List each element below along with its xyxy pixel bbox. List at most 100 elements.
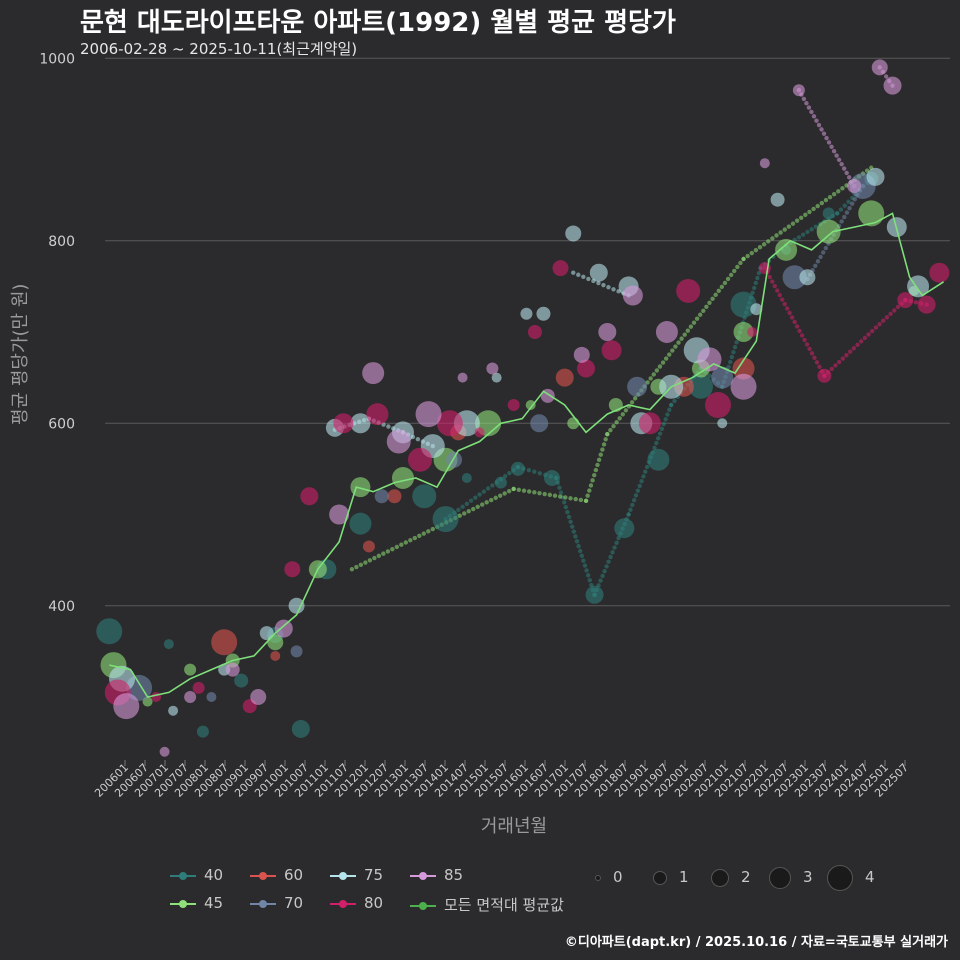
legend-item: 70 (250, 894, 303, 912)
trend-dot (635, 488, 641, 493)
trend-dot (573, 534, 578, 539)
point-40 (234, 673, 249, 688)
trend-dot (841, 166, 847, 171)
trend-dot (632, 396, 638, 401)
y-axis-label: 평균 평당가(만 원) (10, 283, 31, 425)
trend-dot (682, 332, 687, 337)
point-85 (113, 693, 140, 720)
point-40 (291, 719, 310, 738)
trend-dot (731, 349, 736, 355)
trend-dot (608, 554, 613, 560)
trend-dot (809, 351, 815, 356)
trend-dot (611, 287, 616, 292)
trend-dot (732, 345, 738, 350)
point-80 (638, 412, 661, 435)
trend-dot (511, 486, 516, 492)
trend-dot (665, 412, 670, 417)
trend-dot (637, 483, 642, 489)
trend-dot (568, 496, 573, 501)
point-75 (717, 418, 728, 429)
legend-label: 80 (364, 894, 384, 912)
point-85 (250, 689, 267, 705)
trend-dot (426, 529, 431, 534)
trend-dot (824, 135, 829, 141)
trend-dot (516, 487, 522, 492)
point-85 (598, 323, 617, 341)
trend-dot (430, 526, 435, 532)
trend-dot (710, 296, 715, 302)
trend-dot (354, 564, 359, 570)
trend-dot (612, 545, 617, 550)
trend-dot (585, 573, 591, 578)
trend-dot (770, 236, 775, 241)
legend-label: 모든 면적대 평균값 (444, 896, 564, 914)
trend-dot (757, 245, 763, 250)
trend-dot (800, 232, 806, 237)
point-75 (491, 372, 502, 383)
trend-dot (701, 308, 706, 313)
trend-dot (657, 364, 663, 369)
trend-dot (661, 421, 666, 427)
trend-dot (691, 320, 697, 325)
point-80 (552, 260, 569, 277)
point-85 (362, 362, 385, 385)
trend-dot (587, 578, 592, 583)
trend-dot (648, 376, 653, 381)
trend-dot (605, 432, 610, 437)
trend-dot (807, 346, 812, 352)
trend-dot (725, 276, 731, 282)
point-80 (507, 399, 520, 411)
trend-dot (789, 315, 795, 320)
trend-dot (394, 544, 400, 550)
legend-swatch (250, 868, 276, 884)
point-80 (474, 427, 485, 438)
trend-dot (537, 471, 543, 476)
trend-dot (667, 407, 672, 412)
point-85 (274, 619, 293, 638)
trend-dot (679, 336, 684, 341)
trend-dot (823, 245, 829, 251)
point-75 (520, 307, 533, 320)
trend-dot (568, 519, 573, 524)
trend-dot (593, 467, 599, 473)
trend-dot (460, 504, 465, 510)
trend-dot (657, 431, 663, 436)
legend-label: 85 (444, 866, 464, 884)
point-75 (259, 626, 274, 641)
trend-dot (753, 247, 759, 253)
trend-dot (565, 509, 570, 515)
trend-dot (507, 470, 512, 476)
point-85 (792, 84, 805, 97)
trend-dot (381, 551, 386, 556)
size-legend-item: 2 (711, 864, 751, 890)
y-tick-label: 600 (48, 416, 75, 432)
point-40 (432, 506, 459, 533)
point-80 (192, 681, 205, 694)
point-75 (589, 263, 608, 282)
trend-dot (372, 555, 377, 561)
trend-dot (358, 562, 364, 567)
point-85 (622, 285, 643, 306)
trend-dot (598, 578, 603, 583)
trend-dot (466, 509, 471, 514)
trend-dot (755, 275, 760, 281)
legend-item: 85 (410, 866, 463, 884)
point-85 (329, 504, 350, 525)
size-legend-item: 3 (769, 864, 813, 890)
legend-swatch (330, 896, 356, 912)
trend-dot (817, 364, 822, 370)
trend-dot (778, 230, 783, 235)
trend-dot (745, 253, 750, 259)
legend-swatch (410, 868, 436, 884)
trend-dot (464, 501, 470, 506)
trend-dot (574, 539, 580, 544)
trend-dot (576, 272, 581, 277)
point-40 (585, 585, 604, 604)
trend-dot (767, 274, 772, 280)
trend-dot (502, 474, 508, 479)
legend-label: 75 (364, 866, 384, 884)
point-85 (730, 373, 757, 400)
point-40 (614, 518, 635, 539)
trend-dot (600, 447, 605, 452)
trend-dot (816, 122, 822, 128)
